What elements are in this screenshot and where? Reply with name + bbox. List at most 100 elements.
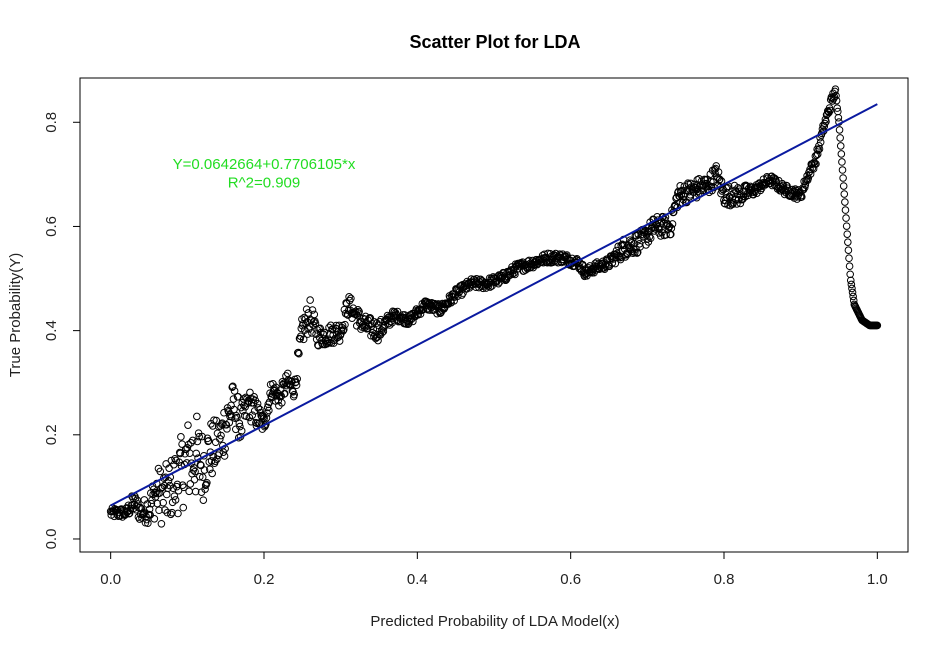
- data-point: [820, 122, 829, 131]
- data-point: [369, 325, 378, 334]
- data-point: [839, 182, 848, 190]
- data-point: [217, 431, 225, 440]
- data-point: [193, 437, 202, 446]
- data-point: [204, 436, 213, 445]
- data-point: [234, 393, 242, 401]
- data-point: [826, 106, 834, 115]
- data-point: [335, 337, 344, 345]
- data-point: [229, 382, 237, 391]
- data-point: [211, 438, 220, 447]
- data-point: [145, 505, 154, 513]
- data-point: [180, 483, 188, 492]
- data-point: [832, 91, 840, 100]
- data-point: [811, 152, 820, 160]
- data-point: [302, 305, 311, 314]
- data-point: [159, 498, 167, 507]
- x-tick-label: 0.0: [100, 571, 121, 588]
- y-tick-label: 0.6: [43, 216, 60, 237]
- x-tick-label: 0.4: [407, 571, 428, 588]
- data-point: [219, 448, 228, 456]
- y-tick-label: 0.2: [43, 424, 60, 445]
- data-point: [347, 294, 355, 303]
- data-point: [208, 469, 216, 478]
- data-point: [814, 146, 823, 154]
- x-tick-label: 0.2: [254, 571, 275, 588]
- y-tick-label: 0.8: [43, 112, 60, 133]
- data-point: [167, 456, 176, 465]
- data-point: [525, 264, 534, 272]
- data-point: [216, 435, 224, 443]
- data-point: [177, 433, 185, 441]
- regression-line: [110, 103, 878, 507]
- data-point: [155, 506, 163, 515]
- data-point: [248, 411, 257, 419]
- data-point: [801, 181, 810, 189]
- data-point: [198, 473, 207, 482]
- data-point: [385, 313, 394, 321]
- data-point: [175, 448, 184, 457]
- data-point: [710, 165, 719, 174]
- data-point: [186, 480, 195, 488]
- data-point: [229, 395, 238, 403]
- data-point: [195, 472, 204, 481]
- data-point: [816, 138, 825, 147]
- data-point: [190, 464, 198, 472]
- data-point: [844, 238, 852, 246]
- data-point: [641, 227, 649, 235]
- data-point: [290, 390, 299, 399]
- data-point: [191, 487, 200, 496]
- data-point: [309, 321, 317, 329]
- data-point: [239, 406, 247, 415]
- data-point: [308, 306, 317, 314]
- data-point: [381, 321, 389, 329]
- chart-title: Scatter Plot for LDA: [409, 32, 580, 52]
- data-point: [174, 509, 182, 518]
- data-point: [847, 280, 856, 289]
- data-point: [220, 452, 229, 460]
- data-point: [355, 307, 363, 316]
- data-point: [188, 436, 197, 445]
- data-point: [845, 254, 853, 263]
- data-point: [170, 492, 179, 500]
- data-point: [265, 406, 273, 415]
- data-point: [192, 449, 201, 458]
- data-point: [834, 113, 843, 122]
- data-point: [409, 317, 417, 326]
- data-point: [341, 320, 349, 329]
- data-point: [611, 259, 620, 268]
- regression-line-group: [110, 103, 878, 507]
- data-point: [223, 425, 231, 433]
- data-point: [200, 466, 209, 474]
- data-point: [873, 321, 882, 330]
- x-axis-label: Predicted Probability of LDA Model(x): [370, 613, 619, 630]
- data-point: [339, 325, 348, 334]
- data-point: [230, 405, 238, 414]
- data-point: [227, 412, 236, 421]
- data-point: [246, 388, 254, 397]
- data-point: [646, 234, 655, 243]
- data-point: [185, 449, 194, 457]
- data-point: [191, 467, 199, 476]
- data-point: [799, 185, 808, 194]
- data-point: [846, 270, 854, 279]
- data-point: [144, 519, 152, 527]
- data-point: [196, 460, 205, 469]
- data-point: [835, 126, 844, 134]
- y-axis: 0.0 0.2 0.4 0.6 0.8: [43, 112, 81, 549]
- data-point: [812, 160, 820, 168]
- data-point: [842, 222, 851, 230]
- data-point: [838, 166, 847, 174]
- data-point: [162, 490, 171, 499]
- data-point: [630, 239, 638, 248]
- data-point: [813, 150, 822, 158]
- data-point: [836, 142, 845, 150]
- data-point: [655, 224, 664, 233]
- data-point: [656, 232, 665, 240]
- data-point: [211, 457, 219, 465]
- data-point: [838, 158, 846, 166]
- data-point: [548, 258, 557, 267]
- data-point: [236, 422, 244, 431]
- data-point: [844, 246, 853, 254]
- x-tick-label: 1.0: [867, 571, 888, 588]
- data-point: [644, 238, 653, 246]
